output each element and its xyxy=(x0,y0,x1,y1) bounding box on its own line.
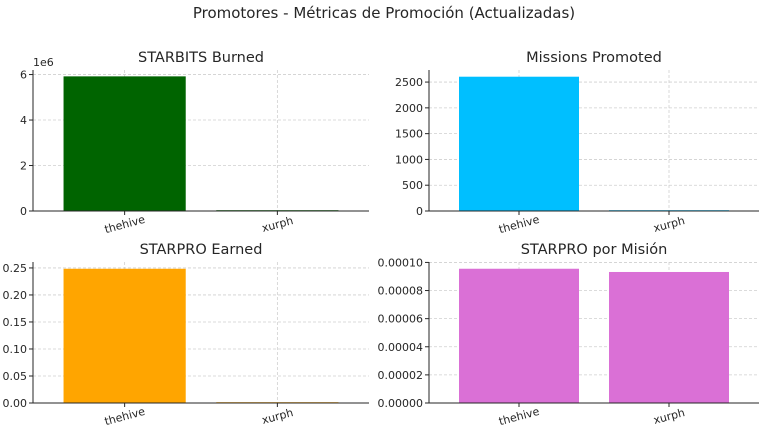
y-tick-label: 0.20 xyxy=(3,289,28,302)
chart-panel-2: 0 500 1000 1500 2000 2500 thehive xurph Missions… xyxy=(395,50,759,236)
panel-title: STARPRO Earned xyxy=(140,242,263,258)
y-tick-label: 2 xyxy=(20,160,27,173)
chart-panel-3: 0.00 0.05 0.10 0.15 0.20 0.25 thehive xurph STAR… xyxy=(3,242,369,428)
chart-panel-4: 0.00000 0.00002 0.00004 0.00006 0.00008 0.000… xyxy=(378,242,759,428)
bar-xurph xyxy=(609,271,729,403)
chart-panels: 0 2 4 6 thehive xurph STARBITS Burned 1e6 0 500 10… xyxy=(3,50,759,428)
x-tick-label: xurph xyxy=(260,406,294,427)
y-tick-label: 0.10 xyxy=(3,343,28,356)
y-tick-label: 500 xyxy=(402,179,423,192)
bar-thehive xyxy=(459,76,579,211)
panel-title: STARPRO por Misión xyxy=(521,242,668,258)
x-tick-label: xurph xyxy=(260,214,294,235)
y-tick-label: 0.00004 xyxy=(378,341,424,354)
x-tick-label: thehive xyxy=(103,405,147,428)
bar-thehive xyxy=(63,268,186,403)
panel-title: STARBITS Burned xyxy=(138,50,264,66)
bar-thehive xyxy=(459,268,579,403)
y-tick-label: 0.00006 xyxy=(378,313,424,326)
y-tick-label: 0 xyxy=(20,205,27,218)
y-tick-label: 0.00002 xyxy=(378,369,424,382)
bar-thehive xyxy=(63,76,186,212)
y-tick-label: 0.25 xyxy=(3,262,28,275)
y-tick-label: 2500 xyxy=(395,76,423,89)
y-tick-label: 0 xyxy=(416,205,423,218)
x-tick-label: thehive xyxy=(103,213,147,236)
y-tick-label: 2000 xyxy=(395,102,423,115)
y-tick-label: 0.00 xyxy=(3,397,28,410)
y-tick-label: 0.00000 xyxy=(378,397,424,410)
x-tick-label: xurph xyxy=(652,214,686,235)
y-tick-label: 0.15 xyxy=(3,316,28,329)
y-tick-label: 0.05 xyxy=(3,370,28,383)
chart-panel-1: 0 2 4 6 thehive xurph STARBITS Burned 1e6 xyxy=(20,50,369,236)
x-tick-label: xurph xyxy=(652,406,686,427)
axis-offset-label: 1e6 xyxy=(33,56,54,69)
panel-title: Missions Promoted xyxy=(526,50,662,66)
y-tick-label: 4 xyxy=(20,114,27,127)
y-tick-label: 6 xyxy=(20,69,27,82)
y-tick-label: 0.00010 xyxy=(378,256,424,269)
y-tick-label: 1500 xyxy=(395,128,423,141)
x-tick-label: thehive xyxy=(497,213,541,236)
x-tick-label: thehive xyxy=(497,405,541,428)
y-tick-label: 1000 xyxy=(395,153,423,166)
y-tick-label: 0.00008 xyxy=(378,285,424,298)
figure-title: Promotores - Métricas de Promoción (Actu… xyxy=(193,4,575,22)
